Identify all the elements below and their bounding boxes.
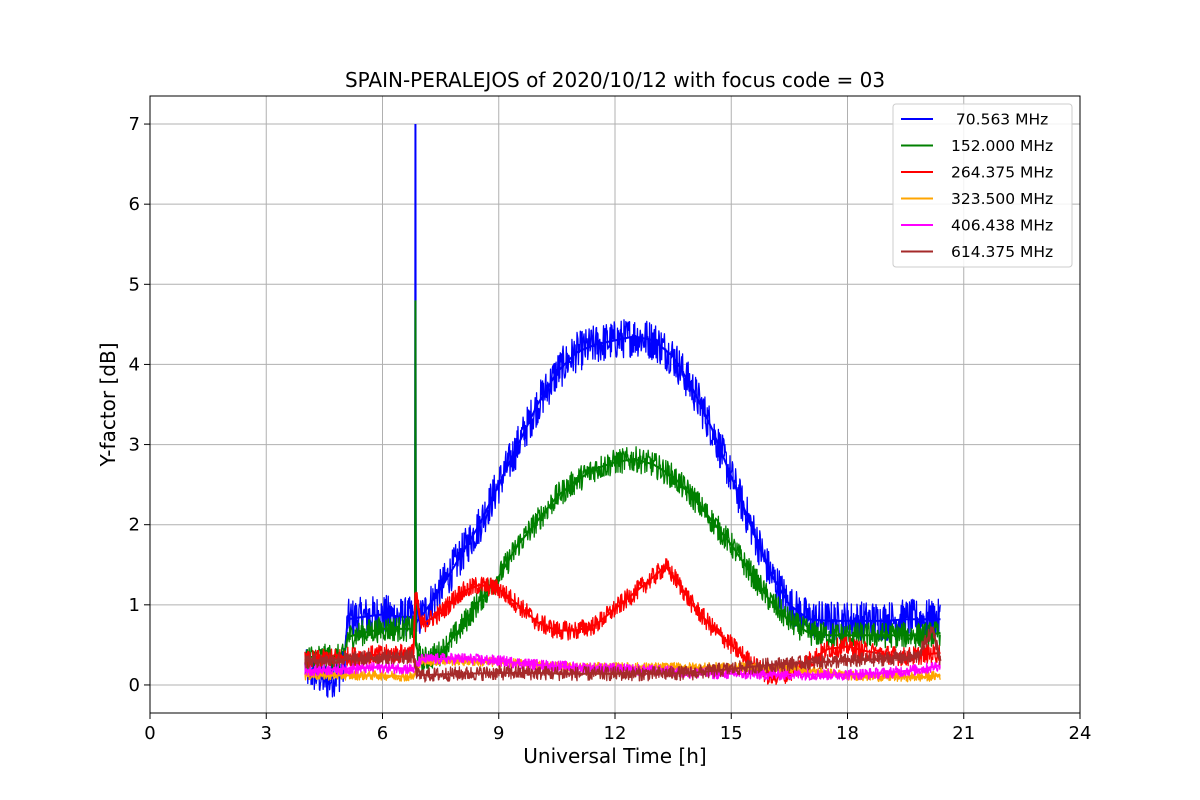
x-tick-label: 15	[720, 723, 743, 744]
y-axis-label: Y-factor [dB]	[96, 342, 120, 467]
legend-label: 152.000 MHz	[951, 137, 1053, 155]
series-line	[304, 446, 941, 674]
legend: 70.563 MHz 152.000 MHz 264.375 MHz 323.500 …	[892, 103, 1073, 268]
series-5	[304, 626, 942, 683]
x-tick-label: 3	[261, 723, 272, 744]
series-2	[304, 558, 941, 686]
series-line	[304, 558, 941, 686]
series-trend	[304, 564, 941, 679]
series-0	[304, 124, 941, 698]
y-tick-label: 4	[129, 354, 140, 375]
y-tick-label: 3	[129, 435, 140, 456]
y-tick-label: 2	[129, 515, 140, 536]
y-tick-label: 7	[129, 114, 140, 135]
legend-label: 614.375 MHz	[951, 243, 1053, 261]
series-layer	[304, 124, 942, 698]
legend-box	[892, 103, 1073, 268]
y-tick-label: 5	[129, 274, 140, 295]
series-line	[304, 626, 941, 683]
legend-label: 323.500 MHz	[951, 190, 1053, 208]
series-trend	[304, 124, 941, 683]
legend-label: 70.563 MHz	[951, 111, 1048, 129]
y-tick-label: 0	[129, 675, 140, 696]
chart-title: SPAIN-PERALEJOS of 2020/10/12 with focus…	[345, 68, 885, 92]
grid-lines	[149, 96, 1081, 713]
x-tick-label: 0	[144, 723, 155, 744]
series-trend	[304, 626, 942, 677]
x-tick-label: 24	[1069, 723, 1092, 744]
y-tick-label: 6	[129, 194, 140, 215]
x-tick-label: 12	[604, 723, 627, 744]
y-tick-label: 1	[129, 595, 140, 616]
x-tick-label: 18	[836, 723, 859, 744]
x-tick-label: 6	[377, 723, 388, 744]
legend-label: 264.375 MHz	[951, 164, 1053, 182]
x-axis-label: Universal Time [h]	[523, 744, 706, 768]
legend-label: 406.438 MHz	[951, 217, 1053, 235]
x-tick-label: 21	[952, 723, 975, 744]
x-tick-label: 9	[493, 723, 504, 744]
